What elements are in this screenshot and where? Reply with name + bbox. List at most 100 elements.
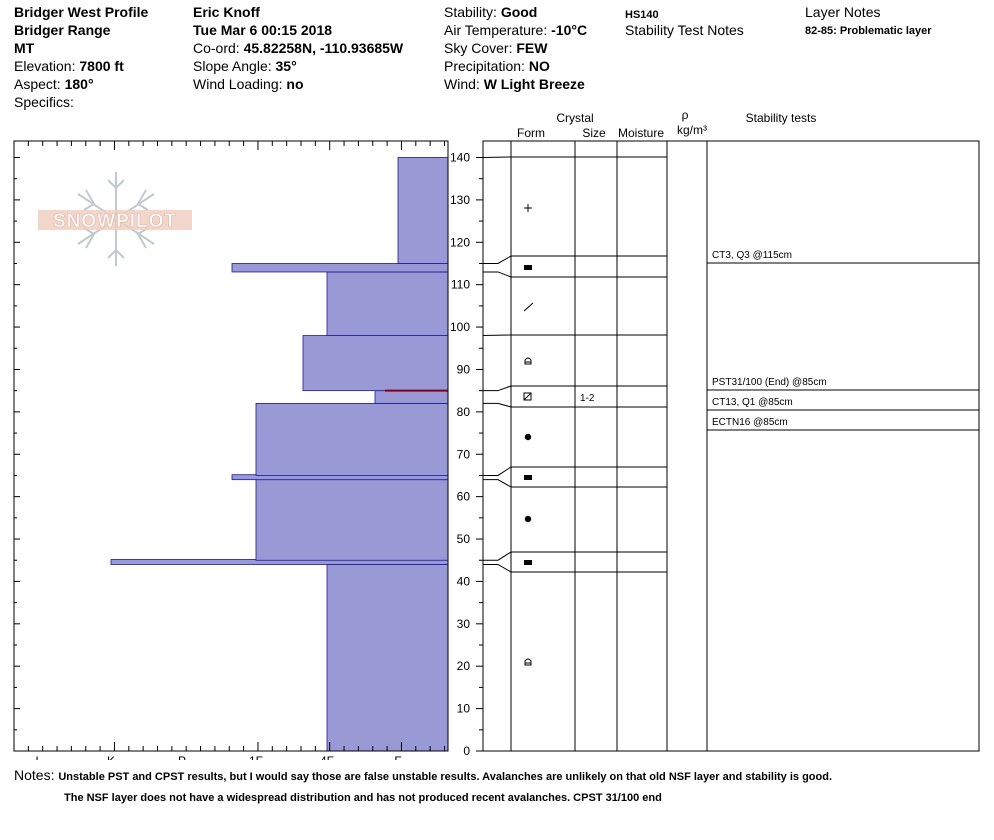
svg-text:SNOWPILOT: SNOWPILOT: [53, 211, 177, 232]
hardness-layer-7: [326, 271, 449, 336]
depth-label-60: 60: [457, 490, 471, 504]
stability-test-3: ECTN16 @85cm: [712, 417, 788, 428]
depth-connector: [483, 563, 512, 573]
stability: Stability: Good: [444, 4, 538, 20]
site-info: Bridger West Profile Bridger Range MT El…: [14, 3, 148, 111]
depth-connector: [483, 402, 512, 408]
depth-label-80: 80: [457, 405, 471, 419]
snow-height: HS140: [625, 9, 659, 21]
crystal-form-3: [524, 357, 532, 365]
depth-connector: [483, 551, 512, 561]
depth-label-0: 0: [463, 744, 470, 758]
hardness-label-4F: 4F: [320, 754, 334, 760]
snow-profile-diagram: Crystal Form Size Moisture ρ kg/m³ Stabi…: [13, 108, 980, 760]
notes-section: Notes: Unstable PST and CPST results, bu…: [14, 766, 832, 808]
layer-notes-title: Layer Notes: [805, 4, 881, 20]
crystal-form-7: [524, 515, 532, 523]
depth-label-140: 140: [450, 151, 470, 165]
hardness-layer-9: [397, 157, 449, 264]
slope-angle: Slope Angle: 35°: [193, 58, 297, 74]
depth-label-40: 40: [457, 574, 471, 588]
specifics: Specifics:: [14, 94, 74, 110]
conditions-info: Stability: Good Air Temperature: -10°C S…: [444, 3, 587, 93]
air-temperature: Air Temperature: -10°C: [444, 22, 588, 38]
layer-table-frame: [482, 140, 980, 752]
aspect: Aspect: 180°: [14, 76, 94, 92]
size-header: Size: [582, 126, 606, 140]
hardness-label-K: K: [107, 754, 115, 760]
crystal-form-1: [524, 265, 532, 270]
depth-label-90: 90: [457, 362, 471, 376]
depth-label-100: 100: [450, 320, 470, 334]
hardness-layer-4: [255, 402, 449, 476]
depth-connector: [483, 466, 512, 476]
observer-name: Eric Knoff: [193, 4, 260, 20]
form-header: Form: [517, 126, 545, 140]
coordinates: Co-ord: 45.82258N, -110.93685W: [193, 40, 404, 56]
hardness-label-I: I: [35, 754, 38, 760]
stability-test-notes-title: Stability Test Notes: [625, 22, 744, 38]
hardness-layer-8: [231, 263, 449, 273]
crystal-form-2: [523, 302, 534, 312]
crystal-form-4: [523, 392, 532, 401]
stability-test-1: PST31/100 (End) @85cm: [712, 377, 827, 388]
wind-loading: Wind Loading: no: [193, 76, 304, 92]
depth-axis: 0 10 20 30 40 50 60 70 80 90 100 110 120 130 140: [450, 151, 483, 758]
crystal-form-6: [524, 475, 532, 480]
stability-tests-header: Stability tests: [746, 111, 817, 125]
crystal-form-5: [524, 433, 532, 441]
range-name: Bridger Range: [14, 22, 111, 38]
layer-note: 82-85: Problematic layer: [805, 25, 932, 37]
observer-info: Eric Knoff Tue Mar 6 00:15 2018 Co-ord: …: [193, 3, 403, 93]
state: MT: [14, 40, 35, 56]
hardness-axis-labels: I K P 1F 4F F: [35, 754, 401, 760]
depth-connector: [482, 156, 512, 158]
hardness-label-F: F: [394, 754, 401, 760]
precipitation: Precipitation: NO: [444, 58, 550, 74]
depth-label-30: 30: [457, 617, 471, 631]
stability-test-0: CT3, Q3 @115cm: [712, 250, 792, 261]
stability-test-list: CT3, Q3 @115cm PST31/100 (End) @85cm CT13,…: [712, 250, 827, 428]
moisture-header: Moisture: [618, 126, 664, 140]
crystal-form-8: [524, 560, 532, 565]
depth-connector: [482, 334, 512, 337]
layer-table-rows: [482, 156, 979, 573]
depth-label-120: 120: [450, 235, 470, 249]
crystal-form-0: [524, 204, 532, 212]
crystal-forms: 1-2: [523, 204, 595, 666]
depth-connector: [483, 479, 512, 488]
observation-date: Tue Mar 6 00:15 2018: [193, 22, 333, 38]
crystal-form-9: [524, 658, 532, 666]
density-symbol: ρ: [682, 108, 689, 122]
depth-label-110: 110: [451, 278, 470, 292]
hardness-label-P: P: [178, 754, 186, 760]
hardness-layer-2: [255, 479, 449, 561]
density-unit: kg/m³: [677, 123, 707, 137]
stability-test-2: CT13, Q1 @85cm: [712, 397, 793, 408]
depth-connector: [483, 385, 512, 392]
site-name: Bridger West Profile: [14, 4, 149, 20]
notes-line-1: Unstable PST and CPST results, but I wou…: [58, 771, 833, 783]
elevation: Elevation: 7800 ft: [14, 58, 124, 74]
depth-connector: [483, 255, 512, 264]
snowpilot-logo: SNOWPILOT: [38, 172, 192, 266]
sky-cover: Sky Cover: FEW: [444, 40, 548, 56]
hardness-graph-frame: [13, 140, 449, 752]
hardness-label-1F: 1F: [249, 754, 263, 760]
hardness-layers: [110, 157, 449, 752]
hardness-ticks: [13, 141, 445, 752]
depth-label-10: 10: [457, 702, 471, 716]
hardness-layer-0: [326, 564, 449, 752]
crystal-header: Crystal: [556, 111, 593, 125]
depth-label-50: 50: [457, 532, 471, 546]
depth-label-20: 20: [457, 659, 471, 673]
wind: Wind: W Light Breeze: [444, 76, 585, 92]
depth-connector: [483, 271, 512, 278]
hardness-layer-6: [302, 335, 449, 392]
crystal-size-4: 1-2: [580, 393, 595, 404]
hardness-layer-5: [374, 390, 449, 404]
depth-label-130: 130: [450, 193, 470, 207]
notes-label: Notes:: [14, 767, 55, 783]
notes-line-2: The NSF layer does not have a widespread…: [64, 792, 662, 804]
depth-label-70: 70: [457, 447, 471, 461]
